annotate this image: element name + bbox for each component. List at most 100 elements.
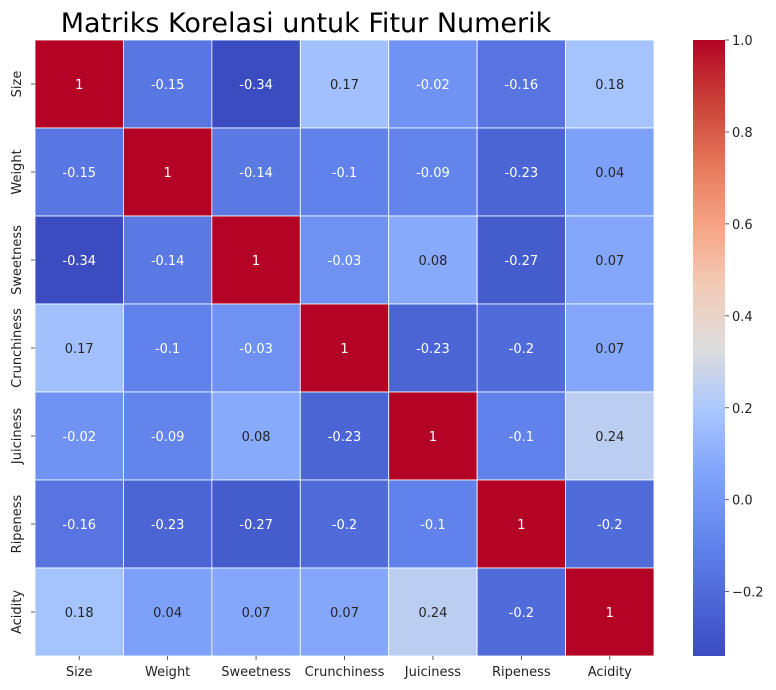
heatmap-cell [34,127,124,217]
heatmap-cell [211,567,301,657]
heatmap-cell-value: 0.07 [595,254,624,269]
heatmap-cell-value: 1 [517,518,525,533]
heatmap-cell-value: -0.09 [416,166,450,181]
y-axis-tick-labels: Size Weight Sweetness Crunchiness Juiciness R… [10,71,35,634]
heatmap-cell-value: -0.27 [239,518,273,533]
heatmap-cell-value: -0.03 [239,342,273,357]
heatmap-cell [388,127,478,217]
heatmap-cell-value: -0.2 [509,606,534,621]
y-axis-tick-label: Juiciness [10,408,25,465]
heatmap-cell-value: -0.1 [509,430,534,445]
heatmap-cell [476,215,566,305]
heatmap-cell-value: -0.16 [505,78,539,93]
heatmap-cell [299,567,390,657]
colorbar-tick-label: 0.4 [732,310,753,325]
heatmap-cell-value: 0.18 [65,606,94,621]
heatmap-cell-value: 0.07 [242,606,271,621]
colorbar: −0.2 0.0 0.2 0.4 0.6 0.8 1.0 [693,34,764,656]
heatmap-cell-value: 1 [164,166,172,181]
heatmap-cell [388,567,478,657]
heatmap-cell [123,303,213,393]
heatmap-cell-value: 0.04 [595,166,624,181]
colorbar-tick-label: 0.2 [732,402,753,417]
colorbar-tick-label: 0.6 [732,218,753,233]
heatmap-cell [476,303,566,393]
heatmap-cell [123,479,213,569]
heatmap-cell [565,391,655,481]
heatmap-cell [34,479,124,569]
y-axis-tick-label: Size [10,71,25,98]
heatmap-cell-value: 0.24 [418,606,447,621]
heatmap-cells: 1 -0.15 -0.34 0.17 -0.02 -0.16 0.18 -0.15 1 -0.14… [34,39,655,657]
heatmap-cell-value: -0.2 [332,518,357,533]
y-axis-tick-label: Weight [10,149,25,194]
heatmap-cell-value: -0.34 [239,78,273,93]
heatmap-cell [388,39,478,129]
heatmap-cell-value: -0.1 [420,518,445,533]
heatmap-cell [34,567,124,657]
x-axis-tick-label: Sweetness [221,665,291,680]
heatmap-cell-value: 1 [75,78,83,93]
heatmap-cell [211,479,301,569]
heatmap-cell-value: -0.09 [151,430,185,445]
heatmap-cell-value: -0.1 [332,166,357,181]
y-axis-tick-label: Acidity [10,590,25,634]
heatmap-cell-value: -0.23 [151,518,185,533]
heatmap-cell-value: 0.07 [595,342,624,357]
heatmap-cell [476,39,566,129]
heatmap-cell [123,215,213,305]
heatmap-cell [565,479,655,569]
heatmap-cell [211,127,301,217]
heatmap-cell [476,127,566,217]
chart-title: Matriks Korelasi untuk Fitur Numerik [61,8,552,39]
y-axis-tick-label: Sweetness [10,225,25,295]
heatmap-cell [34,39,124,129]
heatmap-cell [34,215,124,305]
colorbar-gradient [693,40,725,656]
heatmap-cell-value: 0.08 [418,254,447,269]
heatmap-cell-value: 1 [340,342,348,357]
heatmap-cell [211,39,301,129]
heatmap-cell-value: -0.14 [239,166,273,181]
x-axis-tick-label: Acidity [588,665,632,680]
heatmap-cell [565,215,655,305]
y-axis-tick-label: Crunchiness [10,308,25,388]
heatmap-cell-value: -0.2 [597,518,622,533]
heatmap-cell-value: -0.23 [416,342,450,357]
heatmap-cell-value: 1 [606,606,614,621]
heatmap-cell [565,303,655,393]
heatmap-cell [34,303,124,393]
heatmap-cell-value: -0.23 [505,166,539,181]
heatmap-cell-value: 1 [252,254,260,269]
colorbar-tick-label: 0.8 [732,126,753,141]
heatmap-cell [299,479,390,569]
x-axis-tick-label: Ripeness [492,665,551,680]
heatmap-cell [565,127,655,217]
heatmap-cell-value: -0.1 [155,342,180,357]
colorbar-tick-label: 1.0 [732,34,753,49]
heatmap-cell-value: -0.2 [509,342,534,357]
heatmap-cell [299,39,390,129]
heatmap-cell-value: -0.02 [62,430,96,445]
x-axis-tick-label: Size [66,665,93,680]
heatmap-cell [388,479,478,569]
heatmap-cell-value: -0.02 [416,78,450,93]
colorbar-tick-label: 0.0 [732,494,753,509]
heatmap-cell [299,303,390,393]
heatmap-cell-value: 0.17 [65,342,94,357]
heatmap-cell [299,215,390,305]
heatmap-cell-value: -0.15 [62,166,96,181]
heatmap-cell-value: 1 [429,430,437,445]
heatmap-cell [565,567,655,657]
heatmap-cell [34,391,124,481]
heatmap-cell-value: 0.07 [330,606,359,621]
colorbar-tick-label: −0.2 [732,586,764,601]
heatmap-cell-value: -0.34 [62,254,96,269]
x-axis-tick-label: Weight [145,665,190,680]
heatmap-cell-value: -0.15 [151,78,185,93]
heatmap-cell [476,567,566,657]
heatmap-cell-value: -0.16 [62,518,96,533]
heatmap-cell-value: 0.08 [242,430,271,445]
x-axis-tick-label: Crunchiness [305,665,385,680]
heatmap-cell [211,391,301,481]
